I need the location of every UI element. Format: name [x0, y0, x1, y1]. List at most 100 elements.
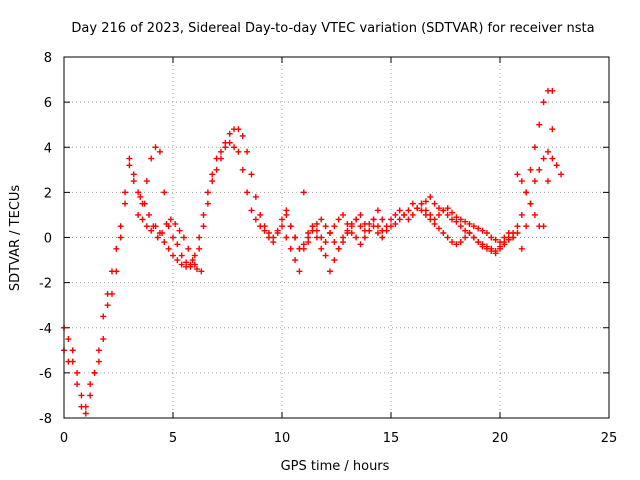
y-tick-label: -4: [39, 322, 52, 337]
data-point: [217, 148, 224, 155]
data-point: [113, 245, 120, 252]
data-point: [396, 207, 403, 214]
data-point: [122, 189, 129, 196]
data-point: [457, 216, 464, 223]
data-point: [135, 189, 142, 196]
data-point: [344, 227, 351, 234]
data-point: [209, 178, 216, 185]
data-point: [501, 234, 508, 241]
data-point: [318, 245, 325, 252]
data-point: [361, 220, 368, 227]
data-point: [409, 200, 416, 207]
data-point: [418, 200, 425, 207]
data-point: [449, 239, 456, 246]
y-axis-label: SDTVAR / TECUs: [8, 185, 23, 292]
data-point: [370, 216, 377, 223]
data-point: [135, 211, 142, 218]
data-point: [222, 139, 229, 146]
data-point: [405, 216, 412, 223]
data-point: [514, 171, 521, 178]
data-point: [366, 227, 373, 234]
data-point: [335, 216, 342, 223]
data-point: [449, 216, 456, 223]
data-point: [540, 223, 547, 230]
data-point: [74, 381, 81, 388]
data-point: [431, 216, 438, 223]
data-point: [457, 239, 464, 246]
chart-title: Day 216 of 2023, Sidereal Day-to-day VTE…: [71, 21, 594, 36]
data-point: [435, 211, 442, 218]
data-point: [536, 121, 543, 128]
data-point: [479, 227, 486, 234]
data-point: [231, 144, 238, 151]
data-point: [331, 257, 338, 264]
data-point: [209, 171, 216, 178]
data-point: [244, 189, 251, 196]
data-point: [444, 234, 451, 241]
data-point: [148, 155, 155, 162]
data-point: [248, 207, 255, 214]
data-point: [163, 220, 170, 227]
series-trace-b: [61, 126, 565, 410]
data-point: [248, 171, 255, 178]
data-point: [549, 87, 556, 94]
data-point: [431, 200, 438, 207]
data-point: [154, 234, 161, 241]
data-point: [379, 227, 386, 234]
data-point: [279, 223, 285, 230]
x-tick-label: 15: [383, 431, 400, 446]
data-point: [348, 223, 355, 230]
data-point: [462, 218, 469, 225]
data-point: [183, 259, 190, 266]
data-point: [392, 211, 399, 218]
data-point: [159, 229, 166, 236]
data-point: [440, 207, 447, 214]
data-point: [146, 211, 153, 218]
data-point: [414, 205, 421, 212]
data-point: [161, 239, 168, 246]
data-point: [392, 220, 399, 227]
data-point: [178, 261, 185, 268]
data-point: [536, 166, 543, 173]
data-point: [488, 245, 495, 252]
x-tick-label: 25: [601, 431, 618, 446]
y-tick-label: -2: [39, 277, 52, 292]
data-point: [379, 216, 386, 223]
data-point: [444, 211, 451, 218]
data-point: [150, 223, 157, 230]
data-point: [361, 234, 368, 241]
data-point: [180, 234, 187, 241]
data-point: [523, 223, 530, 230]
data-point: [427, 193, 434, 200]
data-point: [475, 239, 482, 246]
data-point: [143, 223, 150, 230]
y-tick-label: 8: [44, 51, 52, 66]
data-point: [449, 209, 456, 216]
data-point: [126, 162, 133, 169]
data-point: [510, 234, 517, 241]
data-point: [296, 245, 303, 252]
data-point: [200, 211, 207, 218]
x-tick-label: 5: [169, 431, 177, 446]
data-point: [409, 211, 416, 218]
data-point: [531, 178, 538, 185]
data-point: [270, 234, 277, 241]
data-point: [187, 263, 194, 270]
data-point: [475, 225, 482, 232]
y-tick-label: 2: [44, 186, 52, 201]
data-point: [196, 234, 203, 241]
data-point: [401, 211, 408, 218]
data-point: [198, 268, 205, 275]
data-point: [117, 234, 124, 241]
data-point: [178, 252, 185, 259]
y-tick-label: 0: [44, 232, 52, 247]
data-point: [558, 171, 565, 178]
data-point: [300, 189, 307, 196]
data-point: [74, 369, 81, 376]
data-point: [87, 381, 94, 388]
data-point: [137, 193, 144, 200]
data-point: [257, 211, 264, 218]
data-point: [527, 200, 534, 207]
data-point: [196, 245, 203, 252]
data-point: [540, 99, 547, 106]
